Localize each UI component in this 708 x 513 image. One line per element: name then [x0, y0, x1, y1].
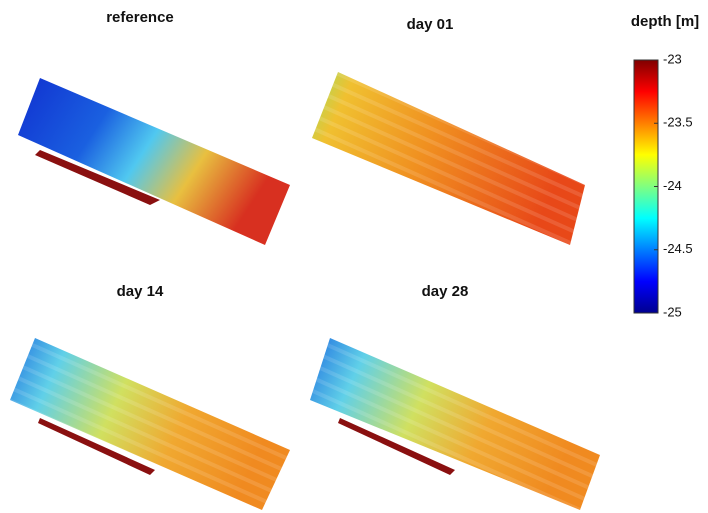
panel-title: day 28 [422, 283, 469, 300]
map-edge [338, 418, 455, 475]
map-strip [18, 78, 290, 245]
map-edge [38, 418, 155, 475]
panel-title: reference [106, 9, 174, 26]
map-edge [35, 150, 160, 205]
panel-title: day 14 [117, 283, 164, 300]
tick-label: -24.5 [663, 241, 693, 256]
panel-title: day 01 [407, 16, 454, 33]
tick-label: -25 [663, 304, 682, 319]
tick-label: -23.5 [663, 115, 693, 130]
map-stripes [10, 338, 290, 510]
tick-label: -23 [663, 51, 682, 66]
map-stripes [312, 72, 585, 245]
colorbar-ticks: -23 -23.5 -24 -24.5 -25 [654, 51, 693, 319]
tick-label: -24 [663, 178, 682, 193]
map-stripes [310, 338, 600, 510]
colorbar-label: depth [m] [631, 13, 699, 30]
